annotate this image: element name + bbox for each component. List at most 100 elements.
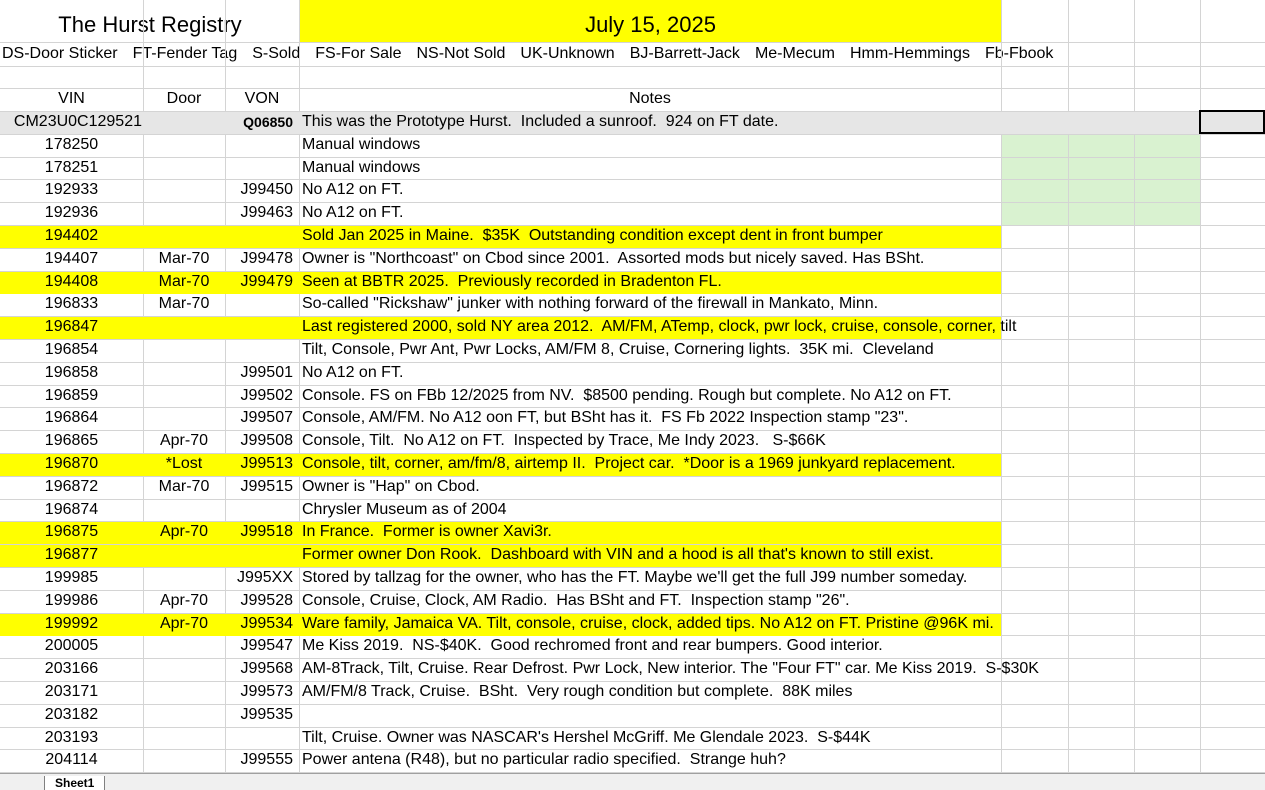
cell-notes: Console, AM/FM. No A12 oon FT, but BSht … (302, 409, 909, 426)
cell-notes: Tilt, Cruise. Owner was NASCAR's Hershel… (302, 729, 871, 746)
cell-von: J99501 (240, 364, 294, 381)
cell-vin: 200005 (44, 637, 99, 654)
row-line (0, 772, 1265, 773)
cell-notes: Manual windows (302, 159, 421, 176)
cell-notes: Me Kiss 2019. NS-$40K. Good rechromed fr… (302, 637, 883, 654)
registry-date: July 15, 2025 (585, 12, 716, 37)
cell-notes: No A12 on FT. (302, 204, 404, 221)
row-line (0, 544, 1265, 545)
column-header: VON (244, 90, 280, 107)
cell-vin: 196859 (44, 387, 99, 404)
cell-vin: 204114 (45, 751, 98, 768)
abbreviation-legend: DS-Door Sticker FT-Fender Tag S-Sold FS-For… (2, 43, 1053, 65)
cell-notes: So-called "Rickshaw" junker with nothing… (302, 295, 879, 312)
cell-notes: Power antena (R48), but no particular ra… (302, 751, 786, 768)
sheet-tab-bar: Sheet1 (0, 773, 1265, 790)
column-line (1134, 0, 1135, 773)
cell-von: J99535 (240, 706, 294, 723)
cell-vin: 194408 (44, 273, 99, 290)
legend-item: NS-Not Sold (416, 45, 506, 62)
cell-vin: 203171 (44, 683, 99, 700)
row-line (0, 453, 1265, 454)
column-line (1001, 0, 1002, 773)
cell-vin: 203193 (44, 729, 99, 746)
column-header: Notes (629, 90, 671, 107)
row-line (0, 385, 1265, 386)
cell-door: Mar-70 (158, 250, 210, 267)
cell-notes: Console. FS on FBb 12/2025 from NV. $850… (302, 387, 952, 404)
cell-von: J99518 (240, 523, 294, 540)
row-highlight (0, 226, 1001, 248)
legend-item: Fb-Fbook (984, 45, 1054, 62)
cell-notes: Console, Cruise, Clock, AM Radio. Has BS… (302, 592, 850, 609)
cell-notes: Last registered 2000, sold NY area 2012.… (302, 318, 1017, 335)
cell-notes: Owner is "Hap" on Cbod. (302, 478, 480, 495)
legend-item: UK-Unknown (520, 45, 615, 62)
cell-door: Mar-70 (158, 273, 210, 290)
legend-item: FS-For Sale (315, 45, 402, 62)
column-header: Door (166, 90, 202, 107)
cell-von: J99479 (240, 273, 294, 290)
cell-vin: 194407 (44, 250, 99, 267)
cell-vin: 196847 (44, 318, 99, 335)
row-line (0, 590, 1265, 591)
row-line (0, 407, 1265, 408)
row-line (0, 316, 1265, 317)
cell-door: Apr-70 (159, 432, 209, 449)
column-line (143, 0, 144, 773)
selected-cell[interactable] (1199, 110, 1265, 134)
row-line (0, 179, 1265, 180)
cell-vin: 196865 (44, 432, 99, 449)
cell-vin: 196874 (44, 501, 99, 518)
cell-vin: 194402 (44, 227, 99, 244)
cell-vin: 196858 (44, 364, 99, 381)
cell-notes: Console, Tilt. No A12 on FT. Inspected b… (302, 432, 826, 449)
row-line (0, 202, 1265, 203)
cell-vin: 178251 (44, 159, 99, 176)
cell-notes: No A12 on FT. (302, 181, 404, 198)
cell-door: Apr-70 (159, 592, 209, 609)
row-line (0, 134, 1265, 135)
row-line (0, 362, 1265, 363)
cell-notes: No A12 on FT. (302, 364, 404, 381)
row-line (0, 704, 1265, 705)
cell-vin: 196875 (44, 523, 99, 540)
sheet-tab[interactable]: Sheet1 (44, 776, 106, 790)
cell-vin: 196877 (44, 546, 99, 563)
row-line (0, 271, 1265, 272)
row-highlight (0, 112, 1265, 134)
legend-item: S-Sold (252, 45, 301, 62)
cell-von: J99502 (240, 387, 294, 404)
cell-notes: Former owner Don Rook. Dashboard with VI… (302, 546, 934, 563)
cell-von: J99573 (240, 683, 294, 700)
cell-vin: 199992 (44, 615, 99, 632)
cell-von: J99547 (240, 637, 294, 654)
cell-door: *Lost (165, 455, 203, 472)
row-highlight (0, 317, 1001, 339)
cell-vin: 203166 (44, 660, 99, 677)
column-line (1068, 0, 1069, 773)
cell-vin: CM23U0C129521 (13, 113, 142, 130)
row-highlight (0, 522, 1001, 544)
cell-von: J99568 (240, 660, 294, 677)
column-line (1200, 0, 1201, 773)
cell-door: Mar-70 (158, 478, 210, 495)
cell-notes: Owner is "Northcoast" on Cbod since 2001… (302, 250, 925, 267)
row-line (0, 521, 1265, 522)
row-line (0, 225, 1265, 226)
row-line (0, 248, 1265, 249)
row-line (0, 111, 1265, 112)
row-line (0, 339, 1265, 340)
cell-notes: Ware family, Jamaica VA. Tilt, console, … (302, 615, 994, 632)
cell-notes: In France. Former is owner Xavi3r. (302, 523, 552, 540)
row-line (0, 157, 1265, 158)
row-line (0, 613, 1265, 614)
cell-von: J99513 (240, 455, 294, 472)
cell-vin: 196864 (44, 409, 99, 426)
cell-von: J99507 (240, 409, 294, 426)
cell-von: J99534 (240, 615, 294, 632)
cell-von: J99555 (240, 751, 294, 768)
cell-door: Mar-70 (158, 295, 210, 312)
cell-vin: 196872 (44, 478, 99, 495)
